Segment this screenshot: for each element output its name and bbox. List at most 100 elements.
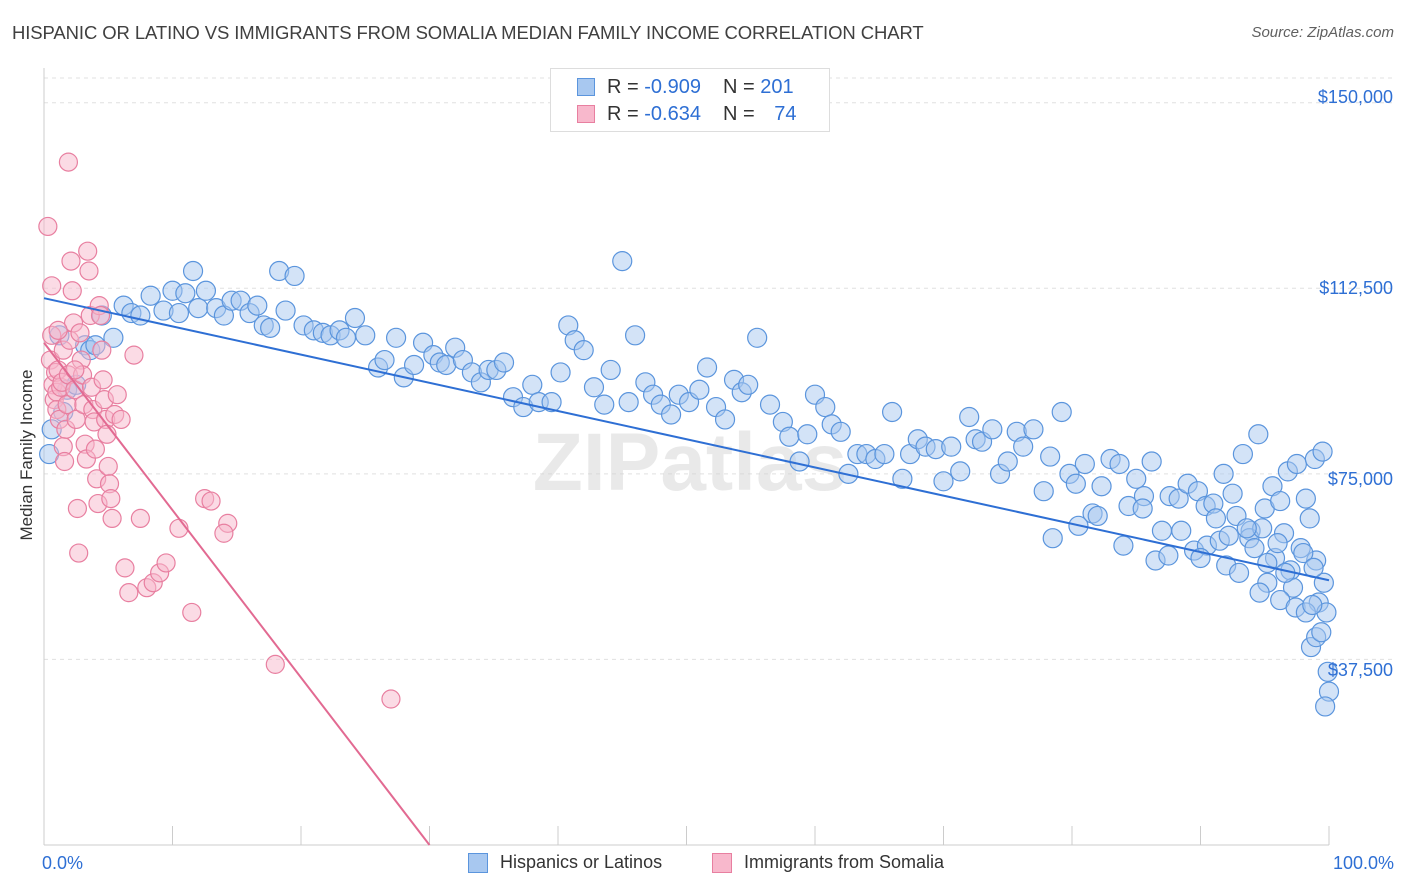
hispanic-point [260, 317, 281, 338]
hispanic-point [493, 352, 515, 373]
hispanic-point [583, 377, 605, 398]
legend-item-hispanic: Hispanics or Latinos [468, 852, 662, 873]
n-label: N = [722, 75, 755, 98]
hispanic-point [941, 436, 962, 457]
hispanic-point [1151, 520, 1173, 541]
hispanic-point [1171, 520, 1192, 541]
somalia-point [48, 320, 68, 340]
somalia-point [130, 508, 150, 529]
hispanic-point [881, 401, 903, 423]
hispanic-point [747, 327, 768, 348]
y-tick-150000: $150,000 [1317, 87, 1393, 107]
somalia-point [62, 281, 82, 301]
hispanic-point [344, 307, 366, 329]
grid-lines [44, 77, 1395, 660]
somalia-point [79, 261, 99, 281]
somalia-trend-line [43, 342, 431, 846]
hispanic-point [1051, 401, 1072, 423]
hispanic-point [1087, 505, 1108, 527]
x-tick-right: 100.0% [1332, 853, 1394, 873]
hispanic-point [1267, 533, 1288, 554]
hispanic-point [1213, 463, 1234, 484]
somalia-point [42, 276, 62, 296]
hispanic-point [1074, 453, 1095, 475]
hispanic-point [335, 327, 357, 348]
hispanic-point [573, 340, 594, 361]
hispanic-point [1293, 542, 1314, 564]
hispanic-point [550, 362, 571, 383]
correlation-legend: R = -0.909 N = 201 R = -0.634 N = 74 [550, 68, 830, 132]
hispanic-point [1126, 468, 1147, 489]
hispanic-point [997, 451, 1018, 472]
hispanic-point [1232, 443, 1254, 465]
legend-label: Hispanics or Latinos [500, 852, 663, 872]
somalia-point [38, 216, 58, 237]
hispanic-point [1013, 436, 1034, 457]
somalia-point [124, 345, 144, 365]
somalia-point [111, 409, 131, 430]
n-value: 201 [760, 75, 794, 98]
r-label: R = [607, 75, 639, 98]
hispanic-point [140, 285, 161, 306]
hispanic-point [385, 327, 407, 348]
hispanic-point [714, 409, 736, 430]
hispanic-point [1158, 545, 1179, 566]
hispanic-point [403, 354, 425, 376]
legend-label: Immigrants from Somalia [744, 852, 945, 872]
r-label: R = [607, 102, 639, 125]
somalia-point [101, 489, 121, 509]
hispanic-point [624, 325, 646, 346]
hispanic-point [436, 354, 457, 376]
hispanic-point [950, 461, 971, 482]
legend-swatch-pink [712, 852, 732, 873]
n-value: 74 [774, 102, 797, 125]
hispanic-point [594, 394, 615, 415]
y-tick-37500: $37,500 [1327, 660, 1393, 680]
hispanic-point [1023, 419, 1044, 440]
somalia-point [107, 385, 127, 405]
hispanic-point [374, 349, 395, 371]
hispanic-point [168, 302, 190, 324]
somalia-point [156, 553, 176, 573]
hispanic-point [933, 471, 954, 492]
somalia-point [92, 340, 112, 360]
hispanic-point [355, 325, 376, 346]
somalia-point [67, 498, 88, 519]
hispanic-point [1236, 518, 1257, 539]
hispanic-point [1091, 476, 1112, 497]
hispanic-point [689, 379, 710, 400]
hispanic-point [1042, 528, 1063, 549]
hispanic-point [541, 392, 562, 413]
hispanic-point [1109, 453, 1130, 475]
hispanic-point [1312, 441, 1333, 462]
hispanic-point [600, 359, 621, 381]
trend-lines [43, 297, 1330, 846]
r-value: -0.909 [644, 75, 701, 98]
chart-source: Source: ZipAtlas.com [1251, 24, 1394, 41]
hispanic-point [1040, 446, 1061, 467]
y-axis-title: Median Family Income [17, 369, 36, 541]
chart-title: HISPANIC OR LATINO VS IMMIGRANTS FROM SO… [12, 22, 924, 43]
x-tick-left: 0.0% [42, 853, 84, 873]
hispanic-point [1033, 481, 1054, 502]
hispanic-point [188, 298, 209, 319]
hispanic-point [1302, 594, 1323, 616]
hispanic-point [660, 404, 682, 425]
somalia-point [201, 491, 221, 511]
y-tick-112500: $112,500 [1319, 278, 1393, 298]
somalia-point [93, 370, 113, 390]
somalia-point [119, 583, 139, 603]
hispanic-point [789, 451, 810, 472]
somalia-point [265, 654, 285, 674]
hispanic-point [874, 443, 895, 465]
hispanic-point [759, 394, 781, 415]
somalia-point [69, 543, 89, 563]
hispanic-point [130, 305, 151, 326]
hispanic-point [1257, 552, 1278, 574]
somalia-point [214, 523, 234, 543]
y-tick-75000: $75,000 [1327, 469, 1393, 489]
hispanic-point [618, 392, 639, 413]
legend-swatch-pink [577, 105, 595, 123]
hispanic-point [797, 424, 818, 445]
